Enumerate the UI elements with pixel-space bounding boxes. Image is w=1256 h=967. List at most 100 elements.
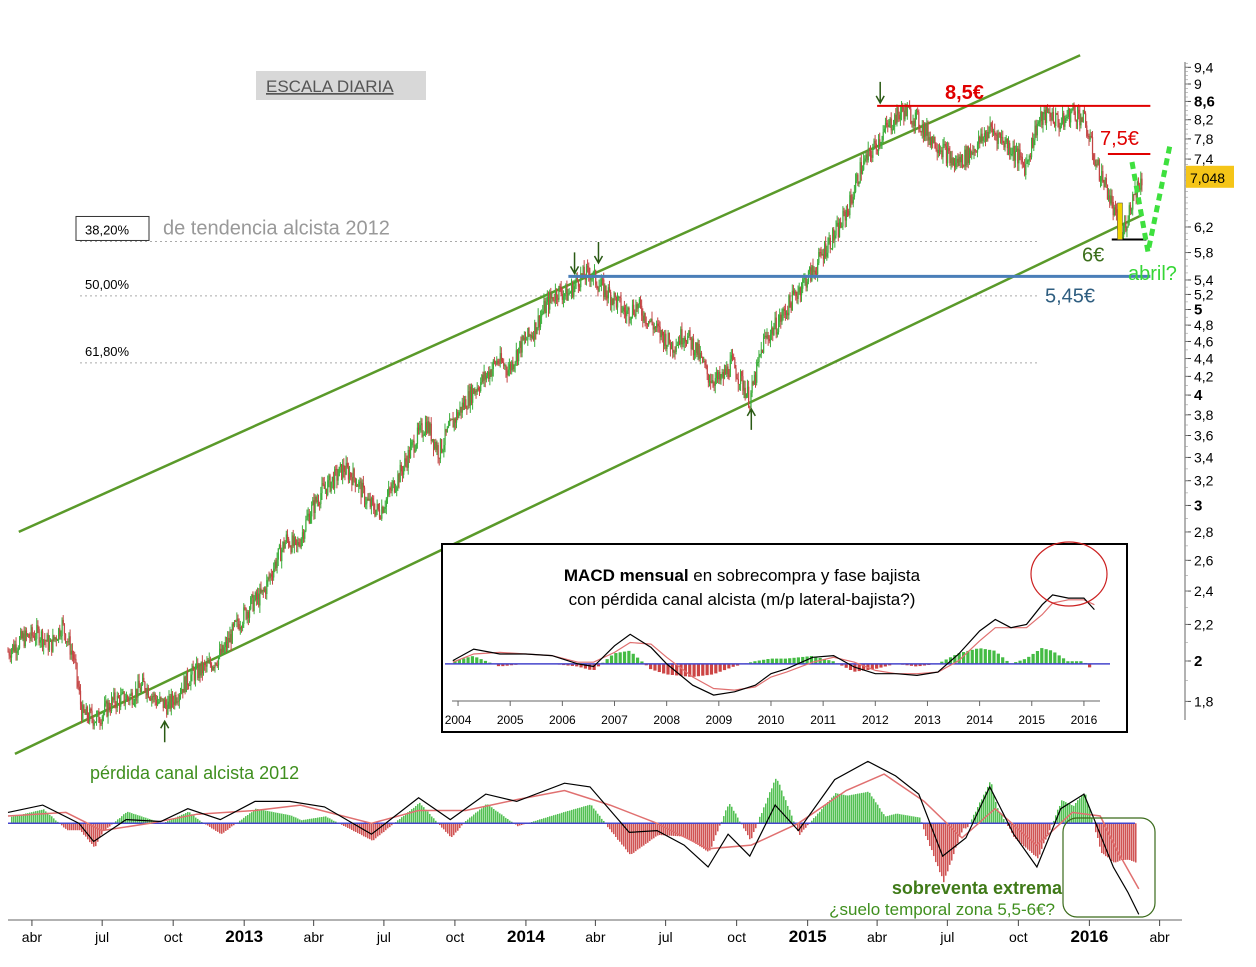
inset-hist-bar <box>1001 657 1005 664</box>
price-candle <box>612 298 614 304</box>
lower-hist-bar <box>327 817 329 824</box>
inset-hist-bar <box>909 663 914 666</box>
price-candle <box>796 295 798 299</box>
price-candle <box>69 636 71 655</box>
price-candle <box>803 278 805 280</box>
price-candle <box>301 532 304 539</box>
inset-hist-bar <box>570 663 574 666</box>
price-candle <box>178 694 181 702</box>
price-candle <box>105 701 107 704</box>
inset-hist-bar <box>1070 661 1074 664</box>
lower-hist-bar <box>697 823 699 845</box>
price-candle <box>346 462 348 468</box>
price-candle <box>506 371 508 376</box>
y-tick-label: 9 <box>1194 76 1202 92</box>
price-candle <box>188 685 190 687</box>
price-candle <box>975 151 977 153</box>
price-candle <box>324 488 327 490</box>
inset-hist-bar <box>979 648 983 664</box>
price-candle <box>504 365 506 367</box>
price-candle <box>482 375 484 381</box>
price-candle <box>196 663 198 668</box>
price-candle <box>958 156 960 166</box>
price-candle <box>859 162 861 183</box>
x-tick-label: jul <box>658 929 673 945</box>
price-candle <box>633 304 635 314</box>
lower-hist-bar <box>489 806 491 824</box>
inset-hist-bar <box>966 650 970 664</box>
price-candle <box>658 325 660 327</box>
price-candle <box>311 505 313 517</box>
price-candle <box>865 154 867 159</box>
price-candle <box>605 285 607 296</box>
lower-hist-bar <box>509 820 511 824</box>
price-candle <box>827 242 829 253</box>
inset-hist-bar <box>627 650 631 664</box>
price-candle <box>572 283 574 297</box>
price-candle <box>838 222 841 238</box>
price-candle <box>290 546 292 553</box>
lower-hist-bar <box>851 794 853 824</box>
price-candle <box>781 315 783 322</box>
inset-year-label: 2014 <box>966 713 993 727</box>
inset-hist-bar <box>635 657 640 664</box>
price-candle <box>466 408 468 410</box>
lower-hist-bar <box>105 823 107 830</box>
lower-hist-bar <box>1069 803 1071 824</box>
lower-hist-bar <box>893 814 895 824</box>
lower-hist-bar <box>961 823 963 833</box>
price-candle <box>672 342 674 353</box>
lower-hist-bar <box>695 823 697 844</box>
price-candle <box>328 475 330 481</box>
price-candle <box>947 148 949 164</box>
price-candle <box>92 718 94 726</box>
price-candle <box>134 700 136 704</box>
price-candle <box>1001 137 1003 139</box>
price-candle <box>1060 123 1063 127</box>
lower-hist-bar <box>503 816 505 824</box>
price-candle <box>60 636 62 638</box>
price-candle <box>902 106 904 111</box>
price-candle <box>630 316 632 320</box>
price-candle <box>664 333 666 346</box>
oversold-sub: ¿suelo temporal zona 5,5-6€? <box>829 900 1055 919</box>
price-candle <box>999 134 1002 138</box>
lower-hist-bar <box>473 814 475 824</box>
price-candle <box>743 387 745 391</box>
price-candle <box>435 442 437 450</box>
price-candle <box>437 445 439 458</box>
price-candle <box>597 288 599 292</box>
price-candle <box>795 291 797 296</box>
inset-hist-bar <box>592 663 596 670</box>
price-candle <box>566 285 568 301</box>
price-candle <box>39 640 41 643</box>
lower-hist-bar <box>551 815 553 824</box>
price-candle <box>545 301 547 314</box>
lower-hist-bar <box>719 823 721 826</box>
lower-hist-bar <box>1135 823 1137 863</box>
inset-year-label: 2016 <box>1071 713 1098 727</box>
inset-hist-bar <box>1014 662 1018 664</box>
inset-hist-bar <box>857 663 861 672</box>
price-candle <box>581 273 583 276</box>
price-candle <box>115 704 117 708</box>
inset-hist-bar <box>588 663 592 670</box>
price-candle <box>7 651 9 653</box>
lower-hist-bar <box>971 819 973 824</box>
price-candle <box>493 360 496 362</box>
price-candle <box>229 634 231 643</box>
price-candle <box>744 387 746 399</box>
lower-hist-bar <box>661 823 663 836</box>
price-candle <box>429 423 431 434</box>
price-candle <box>917 110 919 113</box>
projection-note: abril? <box>1128 263 1177 285</box>
price-candle <box>613 292 615 304</box>
price-candle <box>778 321 780 333</box>
y-tick-label: 2,2 <box>1194 616 1214 632</box>
lower-hist-bar <box>397 820 399 824</box>
price-candle <box>400 464 402 472</box>
lower-hist-bar <box>137 815 139 824</box>
x-tick-label: 2014 <box>507 927 545 946</box>
inset-hist-bar <box>861 663 866 671</box>
lower-hist-bar <box>107 823 109 828</box>
